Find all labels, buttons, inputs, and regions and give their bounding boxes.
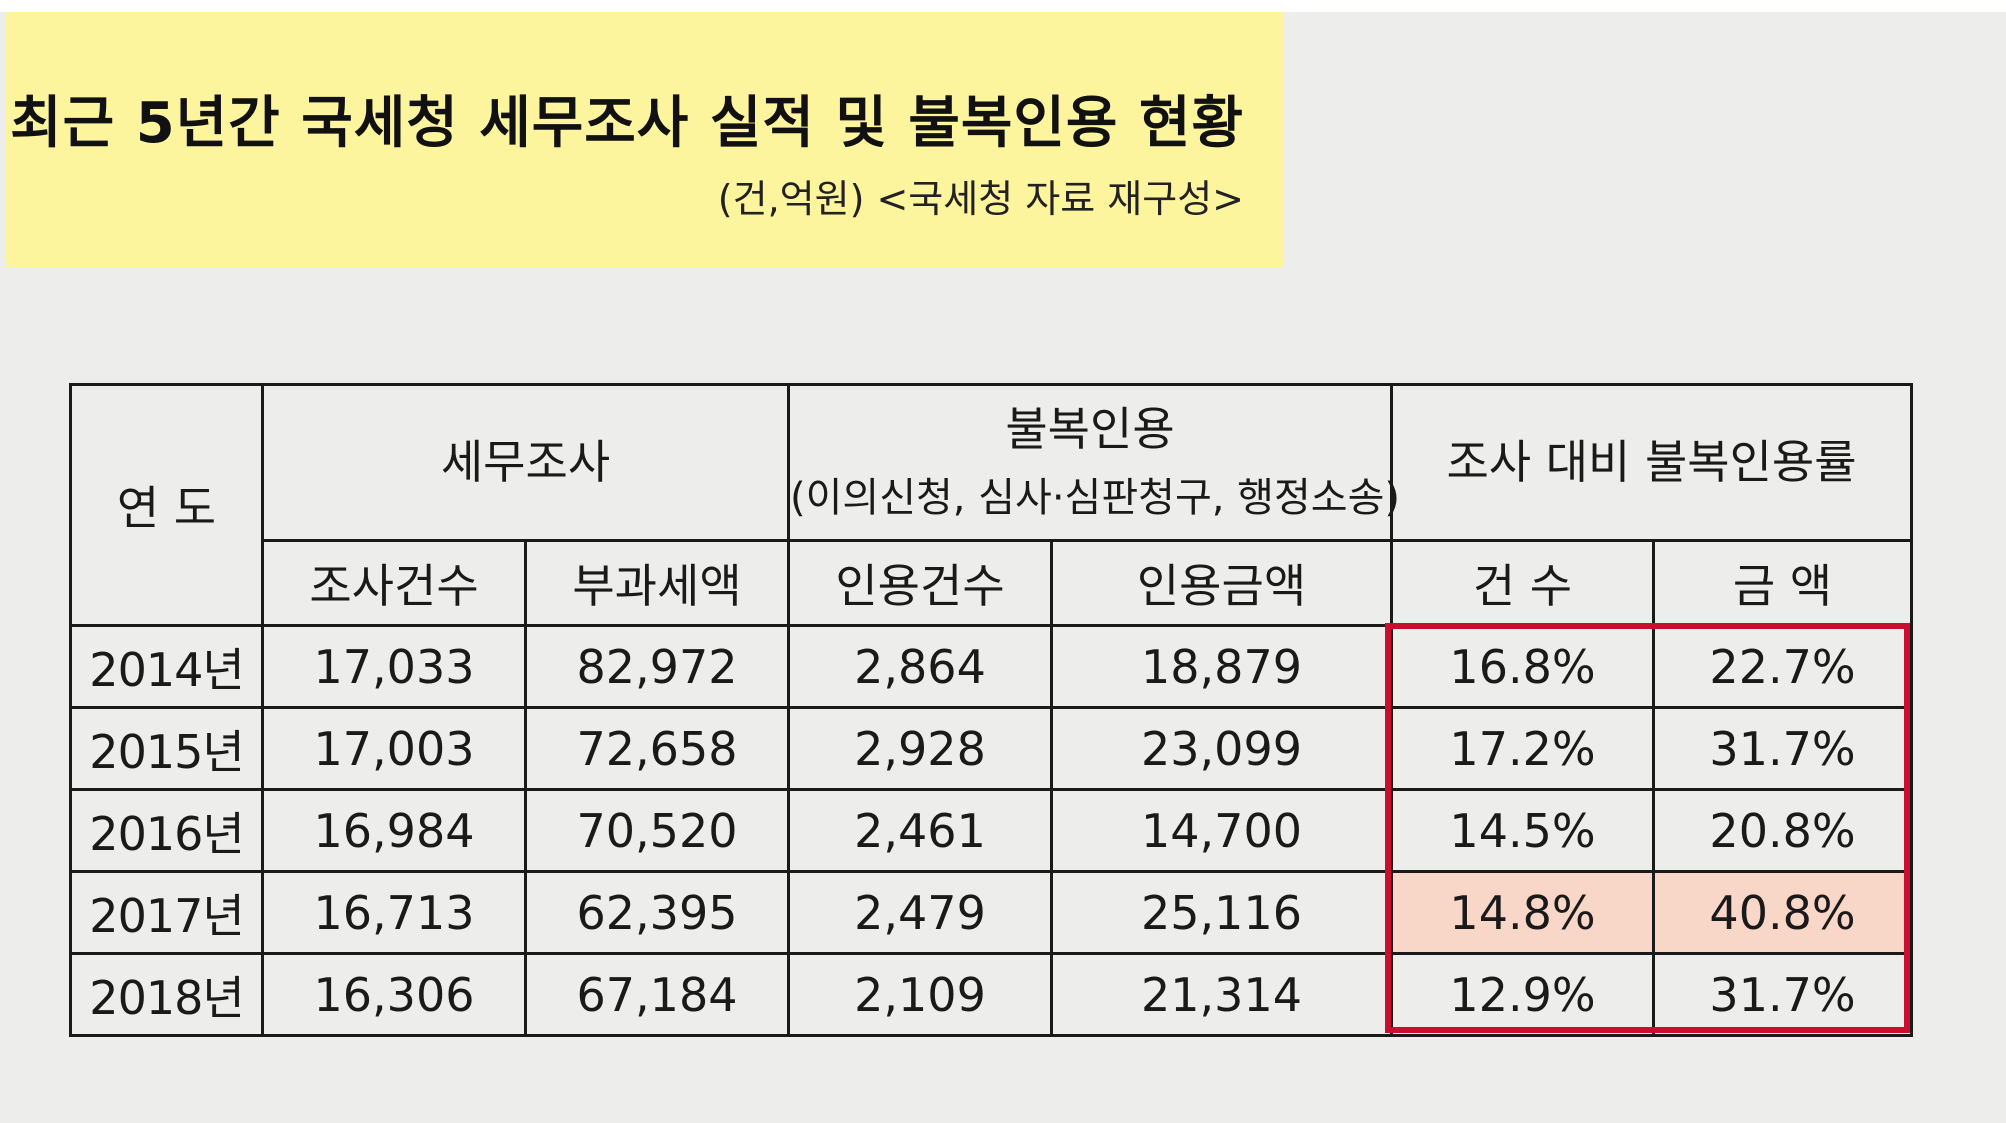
rate-amount-cell: 22.7% xyxy=(1652,624,1913,709)
column-header: 조사건수 xyxy=(261,539,527,627)
tax-amount-cell: 82,972 xyxy=(524,624,790,709)
tax-amount-cell: 67,184 xyxy=(524,952,790,1037)
appeal-count-cell: 2,461 xyxy=(787,788,1053,873)
year-header: 연 도 xyxy=(69,383,264,627)
year-cell: 2015년 xyxy=(69,706,264,791)
appeal-header-sublabel: (이의신청, 심사·심판청구, 행정소송) xyxy=(790,475,1400,522)
audit-count-cell: 17,033 xyxy=(261,624,527,709)
rate-header-label: 조사 대비 불복인용률 xyxy=(1446,434,1857,489)
title-box: 최근 5년간 국세청 세무조사 실적 및 불복인용 현황 (건,억원) <국세청… xyxy=(6,12,1284,267)
header-row-groups: 연 도 세무조사 불복인용 (이의신청, 심사·심판청구, 행정소송) 조사 대… xyxy=(69,383,1913,627)
table-row-highlighted: 2017년 16,713 62,395 2,479 25,116 14.8% 4… xyxy=(69,870,1913,955)
page-title: 최근 5년간 국세청 세무조사 실적 및 불복인용 현황 xyxy=(10,91,1244,156)
rate-count-cell: 12.9% xyxy=(1390,952,1655,1037)
column-header: 부과세액 xyxy=(524,539,790,627)
rate-count-cell: 17.2% xyxy=(1390,706,1655,791)
rate-amount-cell: 20.8% xyxy=(1652,788,1913,873)
tax-audit-header: 세무조사 xyxy=(261,383,790,542)
appeal-count-cell: 2,479 xyxy=(787,870,1053,955)
appeal-count-cell: 2,928 xyxy=(787,706,1053,791)
column-header: 건 수 xyxy=(1390,539,1655,627)
rate-count-cell: 14.5% xyxy=(1390,788,1655,873)
appeal-amount-cell: 23,099 xyxy=(1050,706,1393,791)
audit-count-cell: 17,003 xyxy=(261,706,527,791)
page-subtitle: (건,억원) <국세청 자료 재구성> xyxy=(717,177,1244,221)
column-header: 인용건수 xyxy=(787,539,1053,627)
audit-count-cell: 16,713 xyxy=(261,870,527,955)
appeal-amount-cell: 21,314 xyxy=(1050,952,1393,1037)
rate-header: 조사 대비 불복인용률 xyxy=(1390,383,1913,542)
tax-audit-header-label: 세무조사 xyxy=(440,434,611,489)
column-header: 금 액 xyxy=(1652,539,1913,627)
appeal-header: 불복인용 (이의신청, 심사·심판청구, 행정소송) xyxy=(787,383,1400,542)
year-cell: 2018년 xyxy=(69,952,264,1037)
table-row: 2018년 16,306 67,184 2,109 21,314 12.9% 3… xyxy=(69,952,1913,1037)
tax-amount-cell: 62,395 xyxy=(524,870,790,955)
audit-table: 연 도 세무조사 불복인용 (이의신청, 심사·심판청구, 행정소송) 조사 대… xyxy=(69,383,1913,1037)
appeal-amount-cell: 18,879 xyxy=(1050,624,1393,709)
header-row-columns: 조사건수 부과세액 인용건수 인용금액 건 수 금 액 xyxy=(71,539,1913,627)
table-row: 2014년 17,033 82,972 2,864 18,879 16.8% 2… xyxy=(69,624,1913,709)
appeal-amount-cell: 25,116 xyxy=(1050,870,1393,955)
year-cell: 2014년 xyxy=(69,624,264,709)
appeal-header-label: 불복인용 xyxy=(1005,401,1175,456)
rate-count-cell-highlighted: 14.8% xyxy=(1390,870,1655,955)
appeal-amount-cell: 14,700 xyxy=(1050,788,1393,873)
column-header: 인용금액 xyxy=(1050,539,1393,627)
year-cell: 2017년 xyxy=(69,870,264,955)
table-row: 2015년 17,003 72,658 2,928 23,099 17.2% 3… xyxy=(69,706,1913,791)
top-strip xyxy=(0,0,2006,12)
appeal-count-cell: 2,864 xyxy=(787,624,1053,709)
tax-amount-cell: 72,658 xyxy=(524,706,790,791)
rate-count-cell: 16.8% xyxy=(1390,624,1655,709)
rate-amount-cell-highlighted: 40.8% xyxy=(1652,870,1913,955)
tax-amount-cell: 70,520 xyxy=(524,788,790,873)
table-row: 2016년 16,984 70,520 2,461 14,700 14.5% 2… xyxy=(69,788,1913,873)
rate-amount-cell: 31.7% xyxy=(1652,952,1913,1037)
appeal-count-cell: 2,109 xyxy=(787,952,1053,1037)
audit-count-cell: 16,984 xyxy=(261,788,527,873)
year-cell: 2016년 xyxy=(69,788,264,873)
rate-amount-cell: 31.7% xyxy=(1652,706,1913,791)
audit-count-cell: 16,306 xyxy=(261,952,527,1037)
